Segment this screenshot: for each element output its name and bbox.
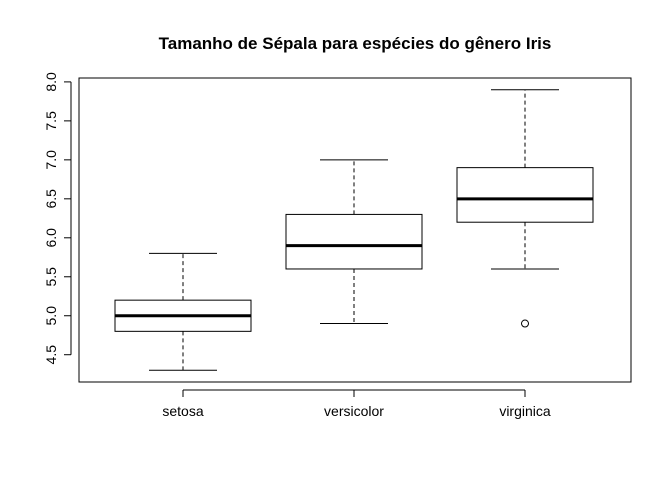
y-tick-label: 7.5	[43, 111, 59, 131]
box-setosa	[114, 252, 252, 371]
box-versicolor	[285, 159, 423, 325]
iqr-box	[456, 167, 594, 223]
y-tick-label: 4.5	[43, 345, 59, 365]
outlier-point	[521, 319, 529, 328]
x-axis: setosa versicolor virginica	[162, 389, 551, 419]
y-tick-label: 6.0	[43, 228, 59, 248]
y-axis: 4.5 5.0 5.5 6.0 6.5 7.0 7.5 8.0	[43, 72, 72, 365]
x-tick-label: setosa	[162, 403, 203, 419]
x-tick-label: versicolor	[324, 403, 384, 419]
x-tick-label: virginica	[499, 403, 551, 419]
y-tick-label: 8.0	[43, 72, 59, 92]
y-tick-label: 5.5	[43, 267, 59, 287]
y-tick-label: 6.5	[43, 189, 59, 209]
y-tick-label: 7.0	[43, 150, 59, 170]
iqr-box	[285, 213, 423, 270]
plot-frame	[78, 77, 632, 383]
chart-title: Tamanho de Sépala para espécies do gêner…	[159, 34, 552, 53]
y-tick-label: 5.0	[43, 306, 59, 326]
box-virginica	[456, 89, 594, 328]
boxes-group	[114, 89, 594, 371]
